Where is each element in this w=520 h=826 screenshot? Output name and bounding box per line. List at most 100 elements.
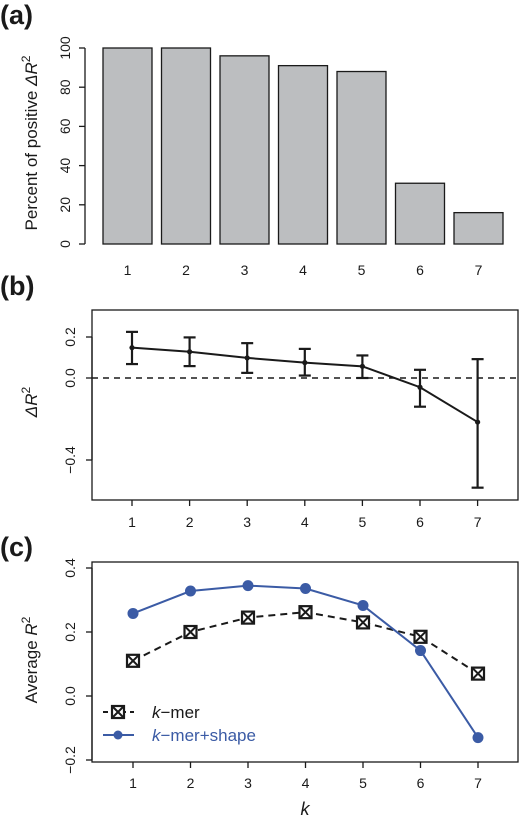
bar-k2 bbox=[160, 47, 212, 245]
bar-k4 bbox=[277, 64, 329, 245]
point-k1 bbox=[129, 345, 135, 351]
point-kmer-k2 bbox=[183, 624, 198, 640]
panel-b-x-tick-label: 7 bbox=[474, 514, 482, 530]
panel-c-y-tick-label: 0.0 bbox=[62, 686, 78, 706]
legend-kmer-shape-marker-icon bbox=[113, 730, 123, 740]
point-k7 bbox=[475, 419, 481, 425]
legend-kmer-label-rest: −mer bbox=[161, 703, 201, 722]
point-kmer-k1 bbox=[125, 653, 141, 668]
panel-a-x-tick-labels: 1 2 3 4 5 6 7 bbox=[124, 262, 483, 278]
point-kmer-k6 bbox=[413, 629, 428, 644]
point-kmer-k7 bbox=[470, 666, 486, 681]
bar-k3 bbox=[219, 55, 270, 245]
series-kmer-shape bbox=[127, 580, 484, 744]
point-kmer-k4 bbox=[298, 605, 313, 620]
panel-b-ylabel: ΔR2 bbox=[19, 387, 41, 419]
panel-a-x-tick-label: 4 bbox=[299, 262, 307, 278]
point-k2 bbox=[187, 349, 193, 355]
panel-a-x-tick-label: 5 bbox=[358, 262, 366, 278]
panel-a-x-tick-label: 7 bbox=[475, 262, 483, 278]
panel-c-x-tick-label: 5 bbox=[359, 775, 367, 791]
panel-b-y-tick-label: −0.4 bbox=[62, 446, 78, 474]
panel-b-points bbox=[129, 345, 481, 425]
panel-b-ylabel-symbol: ΔR bbox=[22, 394, 41, 419]
panel-b-y-tick-label: 0.0 bbox=[62, 368, 78, 388]
panel-a-label: (a) bbox=[0, 0, 33, 30]
panel-a-x-tick-label: 2 bbox=[182, 262, 190, 278]
point-kmer-shape-k2 bbox=[185, 585, 196, 597]
panel-a-y-axis: 0 20 40 60 80 100 bbox=[57, 36, 86, 248]
panel-a-bars bbox=[102, 47, 504, 245]
panel-c-series bbox=[125, 580, 486, 744]
panel-c-x-tick-label: 2 bbox=[187, 775, 195, 791]
bar-k6 bbox=[394, 182, 446, 245]
marker-cross-b bbox=[413, 630, 428, 644]
point-kmer-shape-k6 bbox=[415, 645, 426, 657]
point-kmer-shape-k7 bbox=[472, 732, 484, 744]
panel-c-ylabel-prefix: Average bbox=[22, 636, 41, 704]
legend-entry-kmer-shape: k−mer+shape bbox=[103, 726, 256, 745]
marker-cross-b bbox=[183, 625, 198, 639]
panel-a-ylabel: Percent of positive ΔR2 bbox=[19, 55, 41, 230]
panel-a-ylabel-sup: 2 bbox=[19, 55, 33, 62]
point-kmer-k3 bbox=[240, 610, 256, 625]
panel-a-x-tick-label: 1 bbox=[124, 262, 132, 278]
panel-b-x-tick-label: 3 bbox=[243, 514, 251, 530]
panel-b-x-tick-label: 5 bbox=[359, 514, 367, 530]
panel-b-error-bars bbox=[126, 330, 484, 489]
point-kmer-shape-k3 bbox=[242, 580, 254, 592]
marker-cross-b bbox=[356, 615, 370, 630]
point-kmer-shape-k1 bbox=[127, 607, 139, 619]
marker-cross-b bbox=[298, 605, 313, 619]
panel-b-y-axis: 0.2 0.0 −0.4 bbox=[62, 327, 93, 474]
panel-b-y-tick-label: 0.2 bbox=[62, 327, 78, 347]
legend-kmer-shape-label: k−mer+shape bbox=[152, 726, 256, 745]
point-kmer-shape-k5 bbox=[357, 599, 369, 611]
marker-cross-b bbox=[241, 610, 255, 625]
panel-c-ylabel-sup: 2 bbox=[19, 616, 33, 623]
point-kmer-shape-k4 bbox=[300, 582, 311, 594]
panel-c-label: (c) bbox=[0, 532, 33, 562]
legend-kmer-label: k−mer bbox=[152, 703, 200, 722]
bar-k5 bbox=[336, 70, 387, 245]
panel-a-y-tick-label: 80 bbox=[57, 79, 73, 95]
marker-cross-b bbox=[126, 654, 140, 668]
marker-cross-b bbox=[471, 666, 485, 681]
panel-c-x-tick-label: 7 bbox=[474, 775, 482, 791]
legend-kmer-shape-label-rest: −mer+shape bbox=[161, 726, 256, 745]
legend-kmer-shape-label-k: k bbox=[152, 726, 162, 745]
panel-b-frame bbox=[91, 309, 519, 501]
panel-c-y-tick-label: 0.4 bbox=[62, 558, 78, 578]
panel-c-legend: k−mer k−mer+shape bbox=[103, 703, 256, 745]
panel-a: (a) Percent of positive ΔR2 020406080100… bbox=[0, 0, 504, 278]
panel-a-ylabel-prefix: Percent of positive bbox=[22, 86, 41, 231]
panel-a-x-tick-label: 6 bbox=[416, 262, 424, 278]
panel-c-y-tick-label: −0.2 bbox=[62, 746, 78, 774]
panel-b-x-tick-label: 1 bbox=[128, 514, 136, 530]
legend-kmer-crossed-square bbox=[110, 704, 126, 720]
point-k4 bbox=[302, 360, 308, 366]
panel-b-label: (b) bbox=[0, 271, 34, 301]
panel-a-x-tick-label: 3 bbox=[241, 262, 249, 278]
panel-c-x-tick-label: 6 bbox=[417, 775, 425, 791]
panel-b-x-tick-labels: 1 2 3 4 5 6 7 bbox=[128, 500, 482, 530]
marker-cross-b bbox=[111, 705, 125, 719]
panel-c-y-tick-label: 0.2 bbox=[62, 622, 78, 642]
point-kmer-k5 bbox=[355, 615, 371, 630]
bar-k7 bbox=[453, 211, 504, 245]
panel-b-x-tick-label: 4 bbox=[301, 514, 309, 530]
panel-c-y-axis: −0.2 0.0 0.2 0.4 bbox=[62, 558, 93, 774]
point-k5 bbox=[359, 363, 365, 369]
panel-c-xlabel: k bbox=[301, 799, 311, 819]
bar-k1 bbox=[102, 47, 153, 245]
panel-a-y-tick-label: 0 bbox=[57, 240, 73, 248]
panel-a-y-tick-label: 60 bbox=[57, 118, 73, 134]
panel-c-ylabel-symbol: R bbox=[22, 623, 41, 635]
point-k3 bbox=[244, 355, 250, 361]
panel-b-ylabel-sup: 2 bbox=[19, 387, 33, 394]
panel-b-x-tick-label: 2 bbox=[186, 514, 194, 530]
panel-a-y-tick-label: 20 bbox=[57, 197, 73, 213]
